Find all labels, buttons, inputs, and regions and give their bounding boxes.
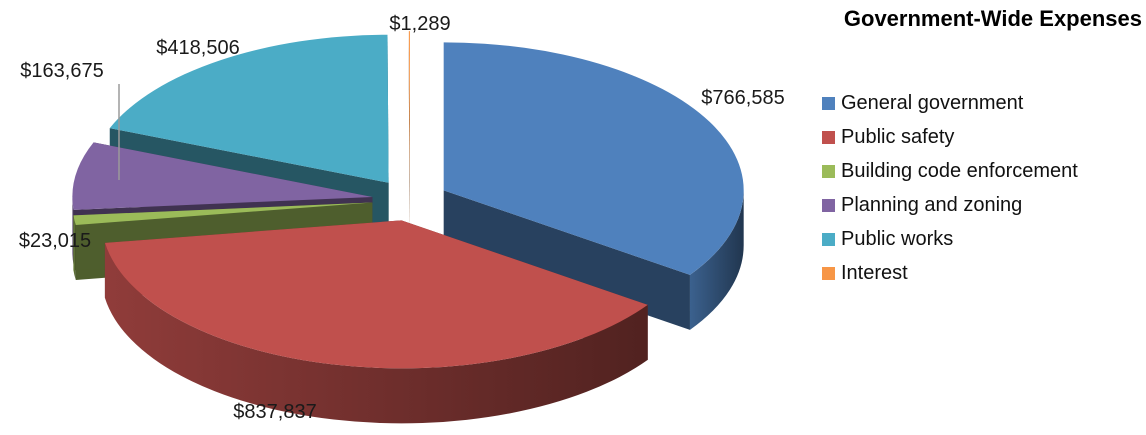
slice-outer-wall <box>104 242 648 424</box>
chart-title: Government-Wide Expenses <box>843 6 1142 31</box>
slice-top-interest <box>408 31 410 180</box>
slice-interest <box>408 31 410 235</box>
legend-swatch-general-government <box>822 96 835 110</box>
legend-item-interest: Interest <box>822 256 1078 290</box>
legend: General government Public safety Buildin… <box>822 86 1078 290</box>
slice-public-safety <box>104 220 648 424</box>
slice-side-wall <box>443 190 690 330</box>
slice-side-wall <box>408 31 410 235</box>
legend-label: Building code enforcement <box>841 159 1078 182</box>
slice-top-building-code-enforcement <box>73 202 373 226</box>
legend-item-public-safety: Public safety <box>822 120 1078 154</box>
legend-label: Public safety <box>841 125 955 148</box>
legend-item-public-works: Public works <box>822 222 1078 256</box>
legend-label: Interest <box>841 261 908 284</box>
data-label-general-government: $766,585 <box>701 87 784 109</box>
data-label-public-works: $418,506 <box>156 37 239 59</box>
data-label-interest: $1,289 <box>389 13 450 35</box>
slice-top-public-safety <box>104 220 648 369</box>
legend-item-general-government: General government <box>822 86 1078 120</box>
slice-top-public-works <box>109 34 389 183</box>
legend-swatch-public-works <box>822 232 835 246</box>
slice-outer-wall <box>689 190 744 330</box>
legend-swatch-planning-and-zoning <box>822 198 835 212</box>
slice-outer-wall <box>73 215 76 281</box>
legend-swatch-building-code-enforcement <box>822 164 835 178</box>
slice-top-general-government <box>443 42 744 275</box>
legend-label: General government <box>841 91 1024 114</box>
legend-swatch-interest <box>822 266 835 280</box>
legend-label: Public works <box>841 227 954 250</box>
legend-label: Planning and zoning <box>841 193 1023 216</box>
slice-general-government <box>443 42 744 330</box>
legend-item-building-code-enforcement: Building code enforcement <box>822 154 1078 188</box>
slice-outer-wall <box>72 196 74 265</box>
data-label-public-safety: $837,837 <box>233 401 316 423</box>
legend-swatch-public-safety <box>822 130 835 144</box>
data-label-building-code-enforcement: $23,015 <box>19 230 91 252</box>
legend-item-planning-and-zoning: Planning and zoning <box>822 188 1078 222</box>
data-label-planning-and-zoning: $163,675 <box>20 60 103 82</box>
slice-top-planning-and-zoning <box>72 142 373 210</box>
